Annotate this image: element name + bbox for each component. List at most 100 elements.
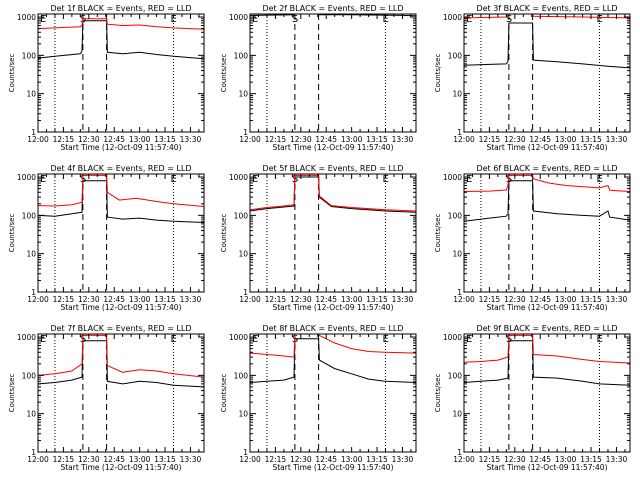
series-line-events — [464, 340, 630, 386]
x-tick-label: 13:30 — [392, 135, 414, 144]
marker-label-start: E — [252, 334, 258, 345]
panel-title: Det 8f BLACK = Events, RED = LLD — [262, 324, 403, 333]
x-tick-label: 12:00 — [27, 455, 49, 464]
y-tick-label: 10 — [452, 250, 462, 259]
x-tick-label: 12:00 — [453, 135, 475, 144]
series-line-events — [250, 338, 416, 383]
y-tick-label: 1000 — [229, 173, 248, 182]
x-tick-label: 13:00 — [341, 135, 363, 144]
x-tick-label: 12:15 — [265, 295, 287, 304]
marker-label-end: E — [597, 334, 603, 345]
x-tick-label: 12:15 — [53, 295, 75, 304]
x-tick-label: 13:15 — [580, 455, 602, 464]
x-tick-label: 12:15 — [479, 295, 501, 304]
y-axis-title: Counts/sec — [434, 374, 442, 413]
x-tick-label: 12:00 — [239, 455, 261, 464]
y-tick-label: 10 — [26, 250, 36, 259]
series-line-lld — [464, 14, 630, 19]
x-tick-label: 13:00 — [129, 135, 151, 144]
y-tick-label: 10 — [452, 410, 462, 419]
y-tick-label: 100 — [448, 211, 463, 220]
x-tick-label: 13:30 — [180, 455, 202, 464]
x-tick-label: 13:30 — [180, 295, 202, 304]
y-tick-label: 10 — [238, 250, 248, 259]
x-tick-label: 12:45 — [315, 135, 337, 144]
y-tick-label: 100 — [22, 211, 37, 220]
x-tick-label: 13:30 — [392, 455, 414, 464]
y-tick-label: 100 — [448, 371, 463, 380]
x-axis-title: Start Time (12-Oct-09 11:57:40) — [486, 463, 607, 472]
series-line-lld — [250, 334, 416, 358]
x-tick-label: 13:15 — [580, 135, 602, 144]
x-tick-label: 13:00 — [555, 295, 577, 304]
marker-label-end: E — [597, 174, 603, 185]
plot-frame — [37, 333, 205, 453]
plot-frame — [249, 13, 417, 133]
marker-label-start: E — [40, 174, 46, 185]
y-tick-label: 100 — [448, 51, 463, 60]
x-tick-label: 12:30 — [290, 295, 312, 304]
y-tick-label: 100 — [234, 51, 249, 60]
marker-label-end: E — [171, 174, 177, 185]
x-tick-label: 12:30 — [78, 295, 100, 304]
x-tick-label: 12:30 — [78, 455, 100, 464]
marker-label-end: E — [383, 334, 389, 345]
series-line-lld — [38, 334, 204, 378]
y-tick-label: 1000 — [17, 173, 36, 182]
y-axis-title: Counts/sec — [8, 214, 16, 253]
x-tick-label: 12:15 — [265, 135, 287, 144]
x-tick-label: 13:00 — [555, 455, 577, 464]
series-line-lld — [38, 18, 204, 30]
y-tick-label: 1 — [457, 448, 462, 457]
series-line-lld — [250, 174, 416, 212]
y-tick-label: 1 — [243, 448, 248, 457]
y-tick-label: 1000 — [17, 333, 36, 342]
plot-frame — [249, 333, 417, 453]
y-axis-title: Counts/sec — [220, 54, 228, 93]
series-line-events — [38, 340, 204, 388]
x-tick-label: 13:00 — [341, 455, 363, 464]
marker-label-end: E — [171, 334, 177, 345]
panel-title: Det 1f BLACK = Events, RED = LLD — [50, 4, 191, 13]
x-tick-label: 12:15 — [265, 455, 287, 464]
y-tick-label: 10 — [26, 90, 36, 99]
x-axis-title: Start Time (12-Oct-09 11:57:40) — [60, 143, 181, 152]
plot-frame — [463, 173, 631, 293]
panel-title: Det 5f BLACK = Events, RED = LLD — [262, 164, 403, 173]
x-tick-label: 12:00 — [453, 295, 475, 304]
panel-title: Det 6f BLACK = Events, RED = LLD — [476, 164, 617, 173]
marker-label-start: E — [466, 334, 472, 345]
panel-title: Det 7f BLACK = Events, RED = LLD — [50, 324, 191, 333]
panel-title: Det 9f BLACK = Events, RED = LLD — [476, 324, 617, 333]
x-tick-label: 12:00 — [239, 295, 261, 304]
x-axis-title: Start Time (12-Oct-09 11:57:40) — [60, 303, 181, 312]
y-axis-title: Counts/sec — [434, 214, 442, 253]
x-axis-title: Start Time (12-Oct-09 11:57:40) — [486, 143, 607, 152]
y-tick-label: 10 — [238, 410, 248, 419]
x-tick-label: 12:30 — [290, 135, 312, 144]
y-tick-label: 1000 — [443, 173, 462, 182]
marker-label-saa: S — [506, 14, 512, 25]
y-axis-title: Counts/sec — [434, 54, 442, 93]
x-axis-title: Start Time (12-Oct-09 11:57:40) — [486, 303, 607, 312]
panel-title: Det 2f BLACK = Events, RED = LLD — [262, 4, 403, 13]
x-tick-label: 13:30 — [606, 135, 628, 144]
x-tick-label: 12:15 — [479, 455, 501, 464]
y-tick-label: 10 — [238, 90, 248, 99]
y-tick-label: 1000 — [443, 13, 462, 22]
x-tick-label: 12:30 — [78, 135, 100, 144]
y-tick-label: 10 — [26, 410, 36, 419]
y-tick-label: 100 — [234, 371, 249, 380]
y-tick-label: 1 — [243, 128, 248, 137]
y-axis-title: Counts/sec — [220, 374, 228, 413]
marker-label-start: E — [40, 14, 46, 25]
x-tick-label: 12:30 — [504, 455, 526, 464]
y-axis-title: Counts/sec — [8, 374, 16, 413]
x-tick-label: 13:15 — [154, 295, 176, 304]
